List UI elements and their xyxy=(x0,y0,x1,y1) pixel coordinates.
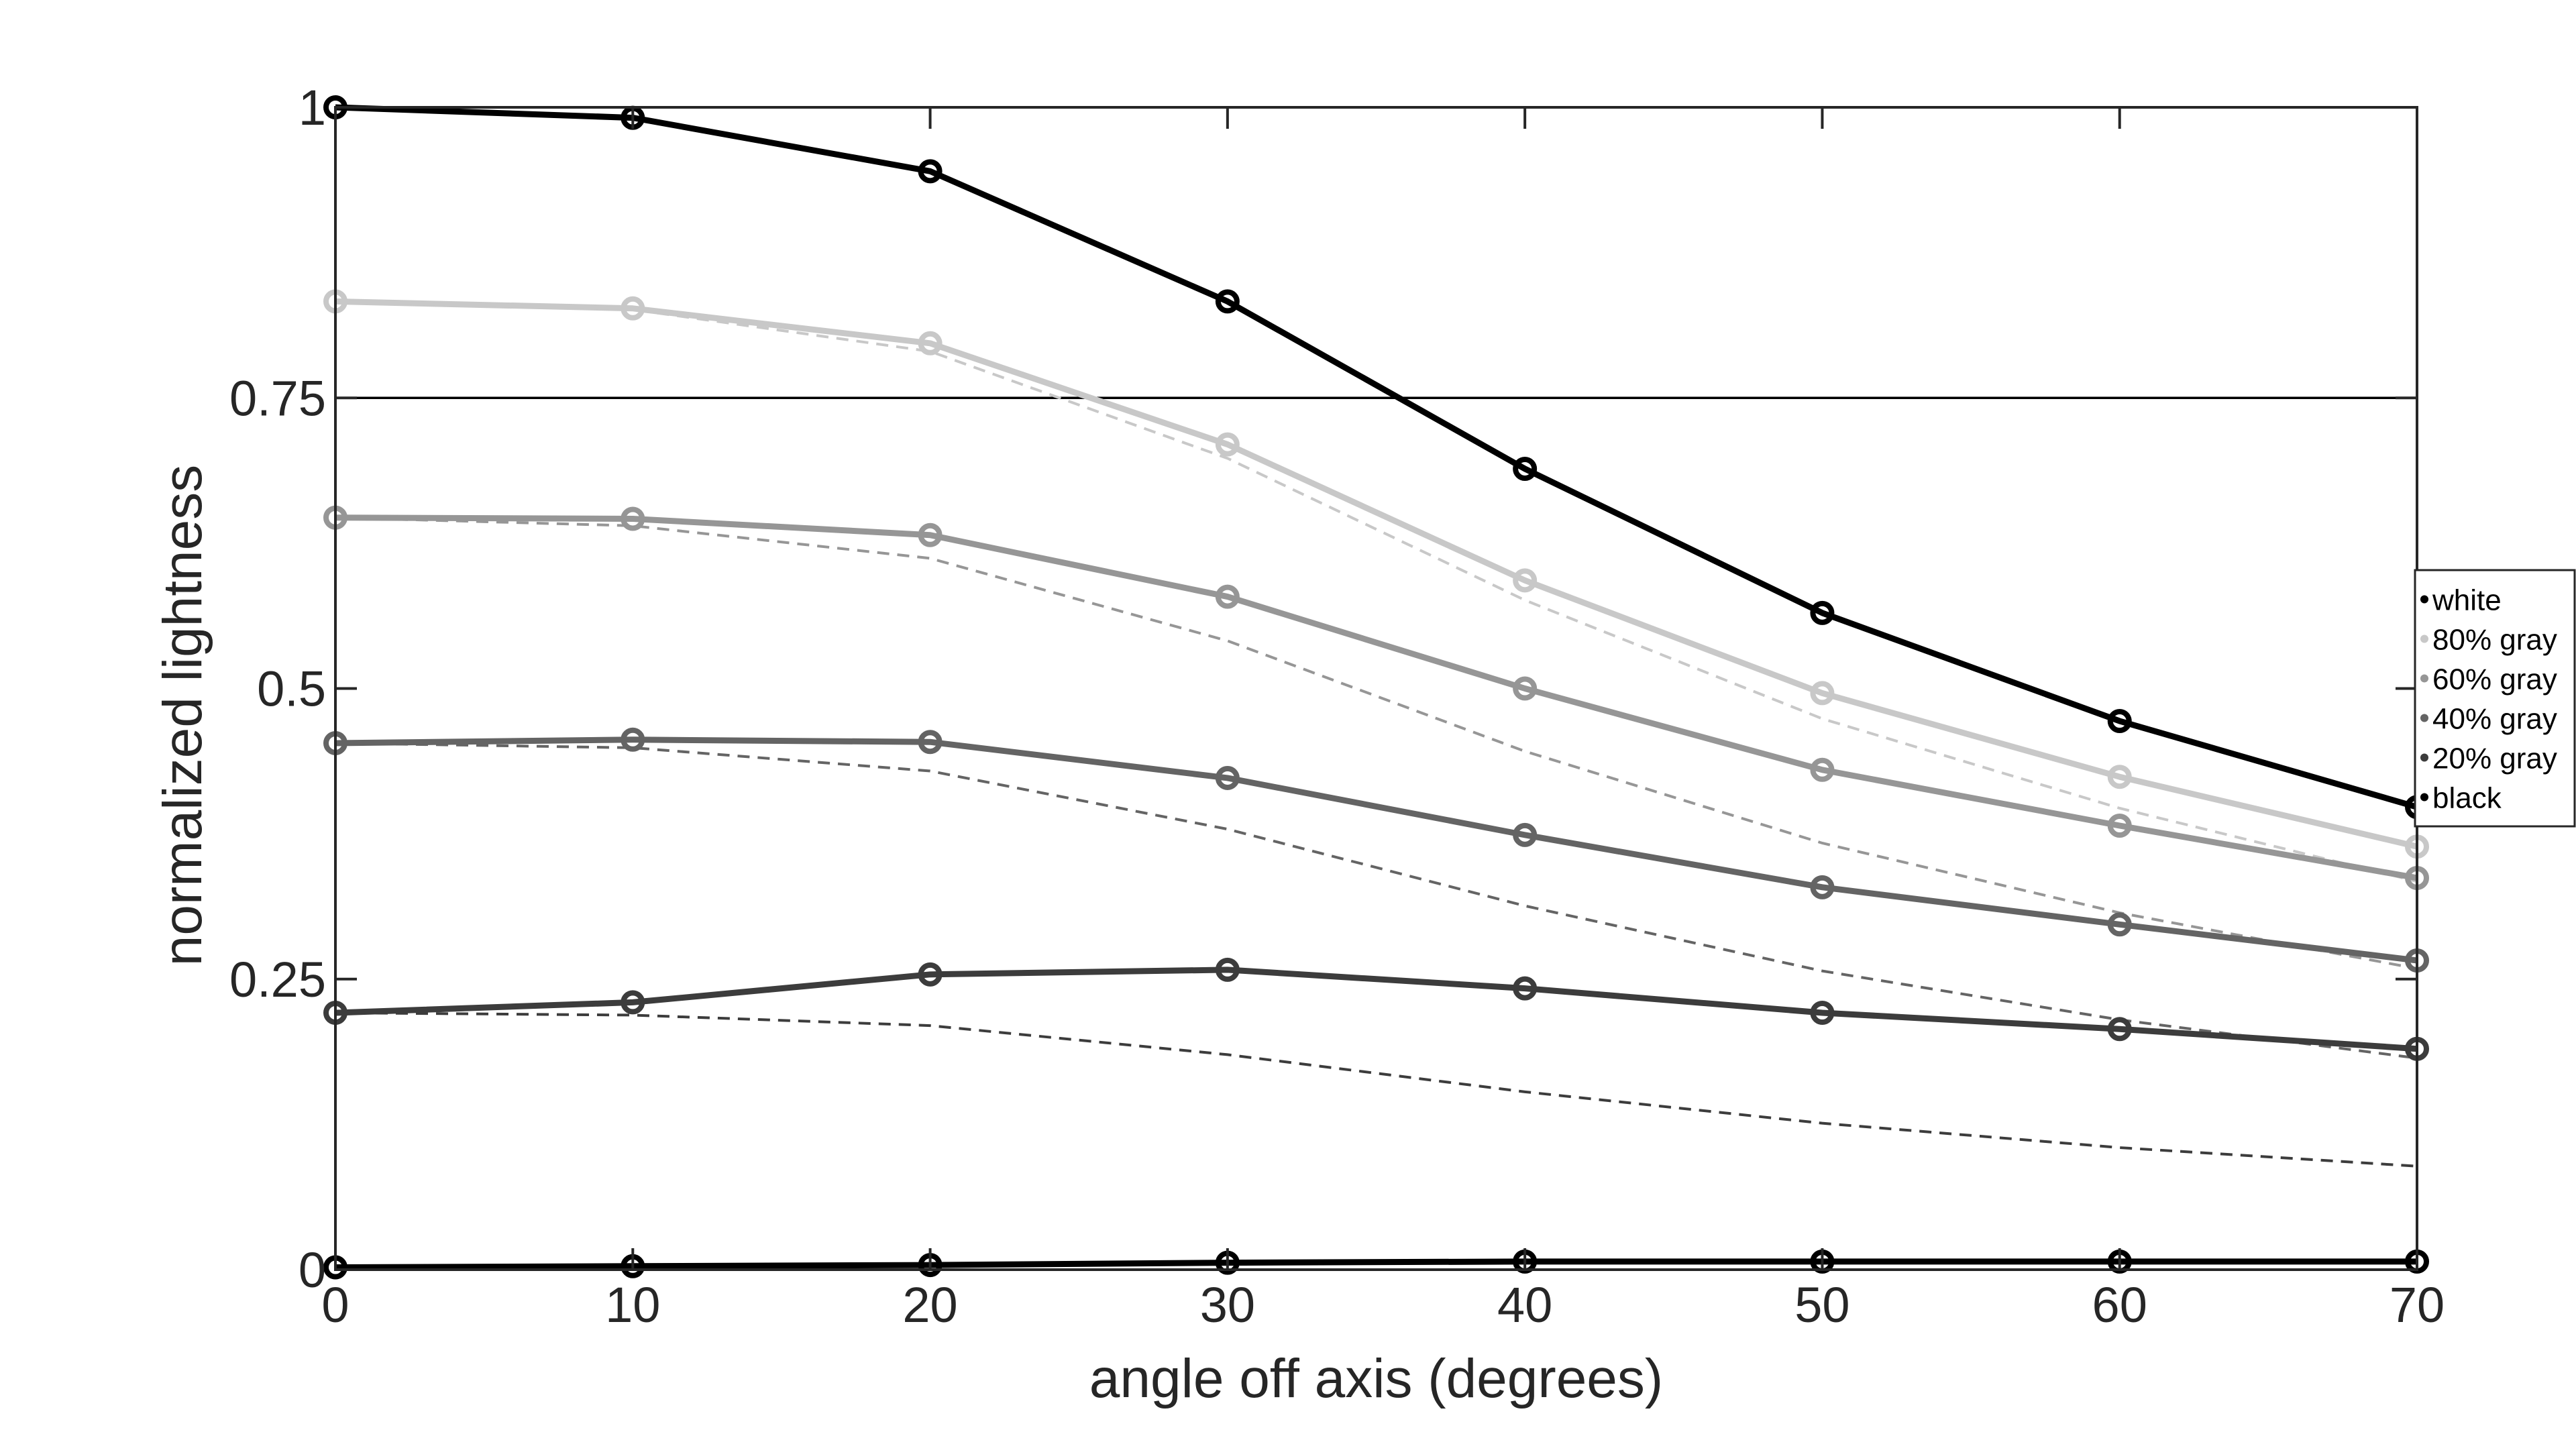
legend-marker-40-gray xyxy=(2420,714,2428,722)
series-line-40-gray xyxy=(335,736,2418,964)
legend-label-black: black xyxy=(2432,782,2502,815)
legend-marker-black xyxy=(2420,793,2428,802)
data-point-60-gray xyxy=(1215,584,1240,609)
series-line-80-gray xyxy=(335,298,2418,850)
data-point-white xyxy=(2107,709,2132,734)
x-tick-label: 70 xyxy=(2390,1277,2445,1333)
data-point-80-gray xyxy=(1513,568,1538,593)
series-line-white xyxy=(335,104,2418,810)
data-point-60-gray xyxy=(918,522,943,547)
y-tick-label: 0.5 xyxy=(257,661,326,717)
data-point-60-gray xyxy=(1513,676,1538,701)
series-line-60-gray xyxy=(335,514,2418,881)
data-point-80-gray xyxy=(621,296,645,321)
plot-frame xyxy=(334,106,2418,1271)
data-point-60-gray xyxy=(1810,757,1835,782)
x-tick-label: 50 xyxy=(1794,1277,1849,1333)
legend-marker-80-gray xyxy=(2420,635,2428,643)
legend-label-white: white xyxy=(2432,584,2502,617)
data-point-40-gray xyxy=(1215,765,1240,790)
x-tick-label: 0 xyxy=(321,1277,349,1333)
y-axis-title: normalized lightness xyxy=(152,465,213,967)
legend-box xyxy=(2414,569,2576,828)
x-axis-title: angle off axis (degrees) xyxy=(1089,1348,1663,1409)
series-black xyxy=(323,1249,2429,1280)
series-20-gray xyxy=(323,957,2429,1061)
data-point-20-gray xyxy=(2107,1017,2132,1042)
y-tick-label: 0.75 xyxy=(229,370,326,426)
series-60-gray xyxy=(323,505,2429,890)
data-point-20-gray xyxy=(621,990,645,1015)
data-point-white xyxy=(1215,289,1240,314)
legend-label-40-gray: 40% gray xyxy=(2432,703,2557,736)
data-point-80-gray xyxy=(2107,765,2132,789)
data-point-60-gray xyxy=(621,506,645,531)
data-point-40-gray xyxy=(1810,875,1835,899)
data-point-20-gray xyxy=(918,962,943,987)
y-tick-label: 1 xyxy=(299,80,326,135)
series-white xyxy=(323,95,2429,820)
y-tick-label: 0 xyxy=(299,1242,326,1298)
data-point-white xyxy=(918,159,943,184)
series-line-black xyxy=(335,1258,2417,1271)
series-40-gray xyxy=(323,727,2429,973)
data-point-80-gray xyxy=(918,331,943,355)
x-tick-label: 40 xyxy=(1497,1277,1552,1333)
dashed-series-layer xyxy=(335,300,2418,1168)
data-point-60-gray xyxy=(2107,813,2132,838)
x-tick-label: 30 xyxy=(1200,1277,1255,1333)
data-point-white xyxy=(1810,600,1835,625)
data-point-40-gray xyxy=(918,730,943,755)
data-point-40-gray xyxy=(1513,822,1538,847)
legend-label-60-gray: 60% gray xyxy=(2432,663,2557,696)
legend: white 80% gray 60% gray 40% gray 20% gray bla… xyxy=(2414,569,2576,828)
legend-marker-white xyxy=(2420,595,2428,604)
dashed-series-2 xyxy=(335,741,2418,1060)
legend-label-80-gray: 80% gray xyxy=(2432,624,2557,657)
y-tick-label: 0.25 xyxy=(229,952,326,1007)
dashed-series-1 xyxy=(335,516,2418,971)
data-point-40-gray xyxy=(621,727,645,752)
data-point-20-gray xyxy=(1513,976,1538,1001)
tick-layer: 0 10 20 30 40 50 60 70 0 0.25 0.5 0.75 1 xyxy=(229,80,2445,1333)
series-80-gray xyxy=(323,289,2429,859)
data-point-80-gray xyxy=(1215,432,1240,457)
data-point-40-gray xyxy=(2107,912,2132,937)
legend-label-20-gray: 20% gray xyxy=(2432,742,2557,775)
data-point-20-gray xyxy=(1810,1001,1835,1026)
series-layer xyxy=(323,95,2429,1280)
data-point-white xyxy=(1513,456,1538,481)
legend-marker-20-gray xyxy=(2420,753,2428,762)
dashed-series-3 xyxy=(335,1011,2418,1168)
legend-marker-60-gray xyxy=(2420,674,2428,683)
x-tick-label: 60 xyxy=(2092,1277,2147,1333)
series-line-20-gray xyxy=(335,967,2418,1052)
x-tick-label: 20 xyxy=(902,1277,957,1333)
x-tick-label: 10 xyxy=(605,1277,660,1333)
data-point-80-gray xyxy=(1810,681,1835,706)
data-point-20-gray xyxy=(1215,957,1240,982)
